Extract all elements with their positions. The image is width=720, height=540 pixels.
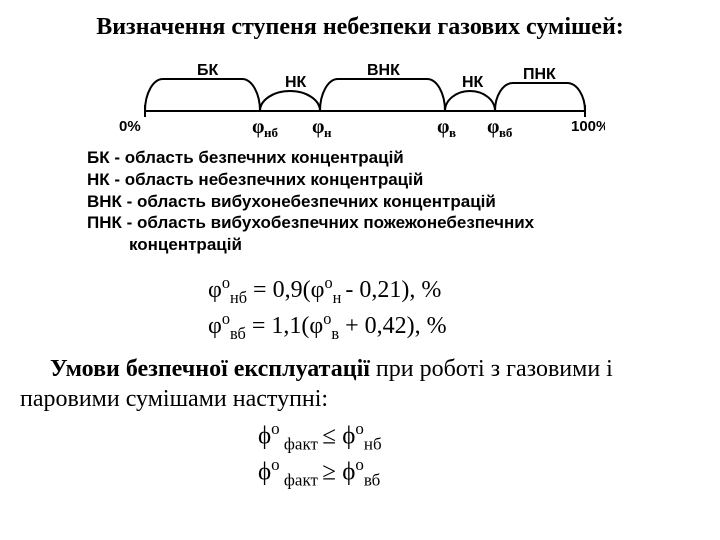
conditions-text: Умови безпечної експлуатації при роботі … [18, 354, 702, 414]
formula-2: φовб = 1,1(φов + 0,42), % [208, 308, 702, 344]
svg-text:ПНК: ПНК [523, 66, 556, 83]
legend-row: ПНК - область вибухобезпечних пожежонебе… [87, 212, 635, 234]
svg-text:ВНК: ВНК [367, 62, 400, 79]
svg-text:БК: БК [197, 62, 219, 79]
svg-text:φ: φ [312, 116, 324, 138]
conditions-block: ϕо факт ≤ ϕонб ϕо факт ≥ ϕовб [18, 418, 702, 491]
legend-row: БК - область безпечних концентрацій [87, 147, 635, 169]
legend-row: НК - область небезпечних концентрацій [87, 169, 635, 191]
svg-text:НК: НК [285, 74, 307, 91]
svg-text:φ: φ [437, 116, 449, 138]
formula-1: φонб = 0,9(φон - 0,21), % [208, 272, 702, 308]
svg-text:φ: φ [252, 116, 264, 138]
legend-block: БК - область безпечних концентрацій НК -… [85, 147, 635, 256]
formulas-block: φонб = 0,9(φон - 0,21), % φовб = 1,1(φов… [18, 272, 702, 344]
svg-text:100%: 100% [571, 118, 605, 135]
svg-text:0%: 0% [119, 118, 141, 135]
svg-text:н: н [324, 125, 332, 140]
svg-text:φ: φ [487, 116, 499, 138]
legend-row: ВНК - область вибухонебезпечних концентр… [87, 191, 635, 213]
legend-row: концентрацій [87, 234, 635, 256]
svg-text:в: в [449, 125, 456, 140]
svg-text:НК: НК [462, 74, 484, 91]
concentration-diagram: БКНКВНКНКПНК0%100%φнбφнφвφвб [115, 53, 605, 143]
page-title: Визначення ступеня небезпеки газових сум… [18, 14, 702, 41]
svg-text:вб: вб [499, 125, 513, 140]
svg-text:нб: нб [264, 125, 278, 140]
condition-1: ϕо факт ≤ ϕонб [258, 418, 702, 455]
diagram-container: БКНКВНКНКПНК0%100%φнбφнφвφвб БК - област… [75, 49, 645, 262]
condition-2: ϕо факт ≥ ϕовб [258, 454, 702, 491]
